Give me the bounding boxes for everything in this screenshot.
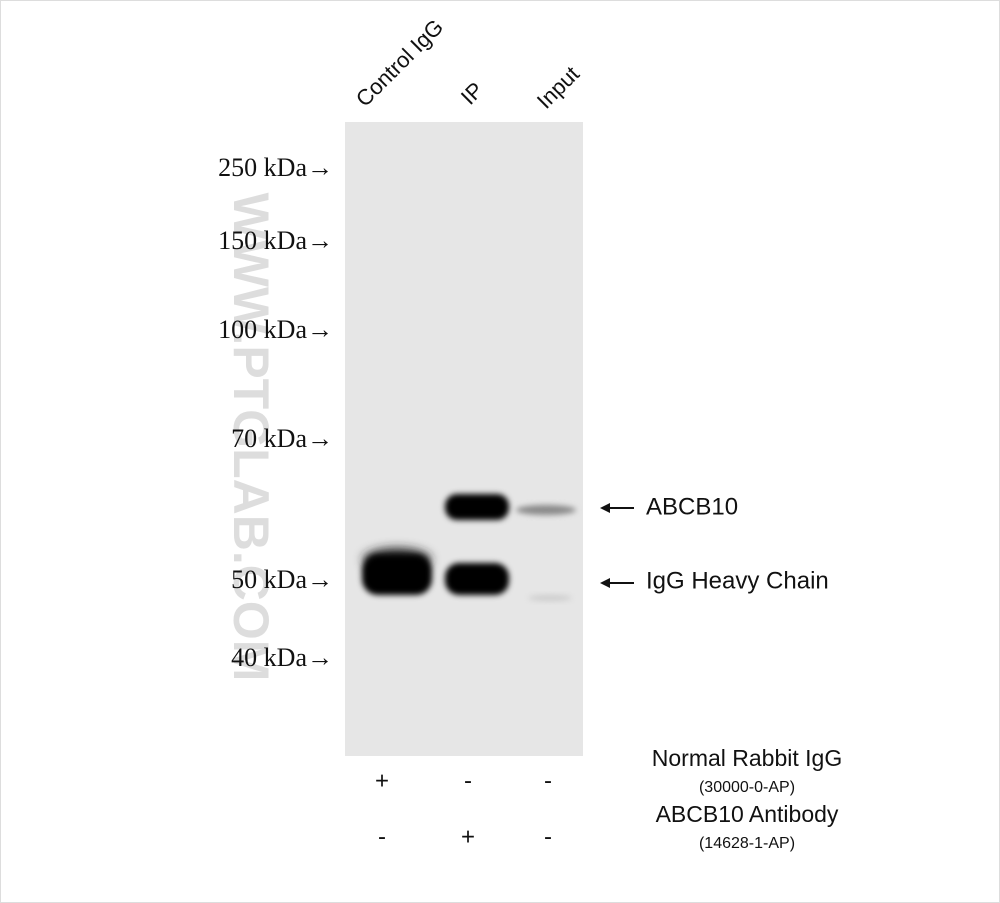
- band-label: IgG Heavy Chain: [646, 567, 829, 594]
- marker-label: 70 kDa→: [231, 424, 333, 453]
- marker-label: 150 kDa→: [218, 226, 333, 255]
- watermark: WWW.PTGLAB.COM: [223, 193, 279, 682]
- treatment-catalog: (14628-1-AP): [699, 835, 795, 852]
- band: [516, 505, 576, 515]
- band: [445, 563, 509, 595]
- treatment-name: ABCB10 Antibody: [656, 801, 839, 827]
- treatment-sign: -: [544, 767, 552, 794]
- band-label: ABCB10: [646, 493, 738, 520]
- treatment-catalog: (30000-0-AP): [699, 779, 795, 796]
- treatment-name: Normal Rabbit IgG: [652, 745, 842, 771]
- band: [445, 494, 509, 520]
- band-arrows: [600, 503, 634, 588]
- marker-label: 50 kDa→: [231, 565, 333, 594]
- treatment-sign: -: [544, 823, 552, 850]
- treatment-sign: +: [375, 767, 389, 794]
- band: [528, 595, 572, 601]
- blot: [345, 122, 583, 756]
- marker-label: 250 kDa→: [218, 153, 333, 182]
- treatment-sign: +: [461, 823, 475, 850]
- marker-label: 100 kDa→: [218, 315, 333, 344]
- band: [362, 555, 432, 595]
- treatment-sign: -: [378, 823, 386, 850]
- marker-label: 40 kDa→: [231, 643, 333, 672]
- bands: [362, 494, 576, 601]
- treatment-sign: -: [464, 767, 472, 794]
